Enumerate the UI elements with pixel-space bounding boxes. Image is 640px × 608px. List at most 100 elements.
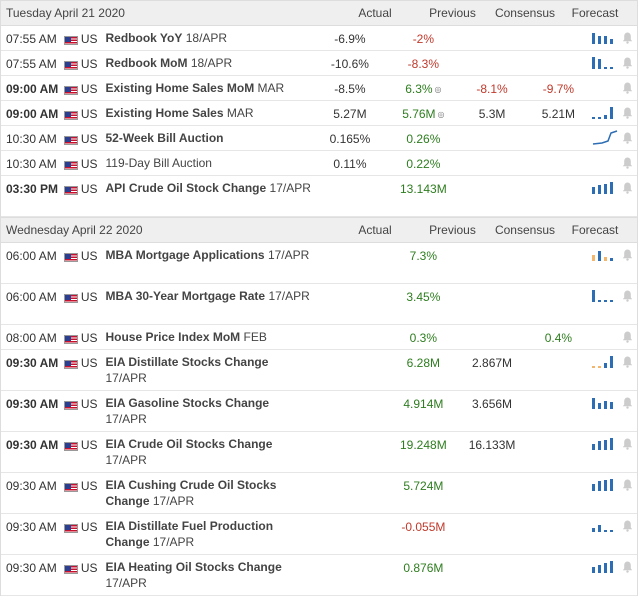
mini-chart[interactable] <box>592 82 619 94</box>
mini-chart[interactable] <box>591 561 619 573</box>
bell-icon[interactable] <box>618 397 637 412</box>
event-country: US <box>80 331 98 345</box>
bell-icon[interactable] <box>618 82 637 97</box>
event-title[interactable]: House Price Index MoM FEB <box>105 329 312 345</box>
event-row[interactable]: 09:30 AM US EIA Heating Oil Stocks Change … <box>1 555 637 596</box>
event-row[interactable]: 09:30 AM US EIA Cushing Crude Oil Stocks C… <box>1 473 637 514</box>
event-time: 09:30 AM <box>6 479 57 493</box>
mini-chart[interactable] <box>591 107 619 119</box>
event-name[interactable]: 119-Day Bill Auction <box>105 156 212 170</box>
event-title[interactable]: API Crude Oil Stock Change 17/APR <box>105 180 312 196</box>
mini-bar-chart <box>591 57 618 69</box>
bell-icon[interactable] <box>618 107 637 122</box>
event-title[interactable]: EIA Gasoline Stocks Change 17/APR <box>105 395 312 427</box>
event-row[interactable]: 08:00 AM US House Price Index MoM FEB 0.3% 0… <box>1 325 637 350</box>
event-name[interactable]: API Crude Oil Stock Change <box>105 181 267 195</box>
event-consensus: 16.133M <box>468 438 516 452</box>
mini-bar <box>603 363 607 368</box>
bell-icon[interactable] <box>618 182 637 197</box>
event-name[interactable]: EIA Crude Oil Stocks Change <box>105 437 273 451</box>
event-period: 18/APR <box>185 31 228 45</box>
bell-icon[interactable] <box>618 438 637 453</box>
bell-icon[interactable] <box>618 57 637 72</box>
event-row[interactable]: 10:30 AM US 119-Day Bill Auction 0.11% 0.22% <box>1 151 637 176</box>
event-row[interactable]: 07:55 AM US Redbook MoM 18/APR -10.6% -8.3% <box>1 51 637 76</box>
mini-chart[interactable] <box>591 249 619 261</box>
us-flag-icon <box>63 442 78 451</box>
mini-bar-chart <box>591 32 618 44</box>
bell-icon[interactable] <box>618 290 637 305</box>
event-title[interactable]: Existing Home Sales MAR <box>105 105 312 121</box>
event-row[interactable]: 09:30 AM US EIA Crude Oil Stocks Change 17… <box>1 432 637 473</box>
event-name[interactable]: Existing Home Sales <box>105 106 224 120</box>
event-row[interactable]: 09:30 AM US EIA Distillate Stocks Change 1… <box>1 350 637 391</box>
event-title[interactable]: Existing Home Sales MoM MAR <box>105 80 312 96</box>
event-name-cont[interactable]: Change <box>105 494 150 508</box>
event-row[interactable]: 06:00 AM US MBA 30-Year Mortgage Rate 17/A… <box>1 284 637 325</box>
event-title[interactable]: EIA Heating Oil Stocks Change 17/APR <box>105 559 312 591</box>
event-row[interactable]: 07:55 AM US Redbook YoY 18/APR -6.9% -2% <box>1 26 637 51</box>
event-title[interactable]: EIA Crude Oil Stocks Change 17/APR <box>105 436 312 468</box>
event-name[interactable]: EIA Cushing Crude Oil Stocks <box>105 478 277 492</box>
event-title[interactable]: 119-Day Bill Auction <box>105 155 312 171</box>
event-title[interactable]: EIA Cushing Crude Oil Stocks Change 17/A… <box>105 477 312 509</box>
bell-icon[interactable] <box>618 132 637 147</box>
bell-icon[interactable] <box>618 157 637 172</box>
event-name[interactable]: EIA Gasoline Stocks Change <box>105 396 270 410</box>
event-name[interactable]: EIA Heating Oil Stocks Change <box>105 560 282 574</box>
event-name[interactable]: EIA Distillate Fuel Production <box>105 519 274 533</box>
event-previous: 6.3% <box>405 82 433 96</box>
day-date: Wednesday April 22 2020 <box>6 223 143 237</box>
bell-icon[interactable] <box>618 520 637 535</box>
mini-chart[interactable] <box>591 479 619 491</box>
mini-chart[interactable] <box>591 32 619 44</box>
event-row[interactable]: 06:00 AM US MBA Mortgage Applications 17/A… <box>1 243 637 284</box>
event-row[interactable]: 09:30 AM US EIA Distillate Fuel Production… <box>1 514 637 555</box>
event-title[interactable]: EIA Distillate Stocks Change 17/APR <box>105 354 312 386</box>
bell-icon[interactable] <box>618 32 637 47</box>
event-name[interactable]: Existing Home Sales MoM <box>105 81 255 95</box>
mini-chart[interactable] <box>591 182 619 194</box>
mini-bar <box>609 479 613 491</box>
event-title[interactable]: MBA Mortgage Applications 17/APR <box>105 247 312 263</box>
mini-chart[interactable] <box>592 157 619 169</box>
event-time: 09:30 AM <box>6 438 59 452</box>
mini-chart[interactable] <box>591 438 619 450</box>
event-name[interactable]: MBA 30-Year Mortgage Rate <box>105 289 266 303</box>
mini-chart[interactable] <box>591 57 619 69</box>
bell-icon[interactable] <box>618 331 637 346</box>
event-previous: 7.3% <box>409 249 438 263</box>
bell-icon[interactable] <box>618 356 637 371</box>
mini-chart[interactable] <box>591 520 619 532</box>
event-title[interactable]: Redbook YoY 18/APR <box>105 30 312 46</box>
event-name[interactable]: MBA Mortgage Applications <box>105 248 265 262</box>
event-previous-cell: -2% <box>388 32 459 46</box>
event-row[interactable]: 03:30 PM US API Crude Oil Stock Change 17/… <box>1 176 637 217</box>
bell-icon[interactable] <box>618 249 637 264</box>
mini-chart[interactable] <box>591 290 619 302</box>
event-name[interactable]: House Price Index MoM <box>105 330 241 344</box>
event-name[interactable]: Redbook YoY <box>105 31 183 45</box>
event-title[interactable]: MBA 30-Year Mortgage Rate 17/APR <box>105 288 312 304</box>
event-name-cont[interactable]: Change <box>105 535 150 549</box>
event-name[interactable]: Redbook MoM <box>105 56 188 70</box>
event-row[interactable]: 10:30 AM US 52-Week Bill Auction 0.165% 0.26… <box>1 126 637 151</box>
mini-chart[interactable] <box>591 397 619 409</box>
mini-chart[interactable] <box>591 356 619 368</box>
event-name[interactable]: 52-Week Bill Auction <box>105 131 224 145</box>
event-country: US <box>80 107 98 121</box>
bell-icon[interactable] <box>618 479 637 494</box>
event-row[interactable]: 09:00 AM US Existing Home Sales MoM MAR -8.… <box>1 76 637 101</box>
mini-bar <box>603 257 607 261</box>
column-actual: Actual <box>358 223 392 237</box>
mini-chart[interactable] <box>592 130 619 145</box>
event-title[interactable]: Redbook MoM 18/APR <box>105 55 312 71</box>
mini-chart[interactable] <box>592 331 619 343</box>
event-name[interactable]: EIA Distillate Stocks Change <box>105 355 269 369</box>
bell-icon[interactable] <box>618 561 637 576</box>
event-previous-cell: 5.724M <box>388 479 459 493</box>
event-row[interactable]: 09:00 AM US Existing Home Sales MAR 5.27M 5.… <box>1 101 637 126</box>
event-row[interactable]: 09:30 AM US EIA Gasoline Stocks Change 17/… <box>1 391 637 432</box>
event-title[interactable]: EIA Distillate Fuel Production Change 17… <box>105 518 312 550</box>
event-title[interactable]: 52-Week Bill Auction <box>105 130 312 146</box>
